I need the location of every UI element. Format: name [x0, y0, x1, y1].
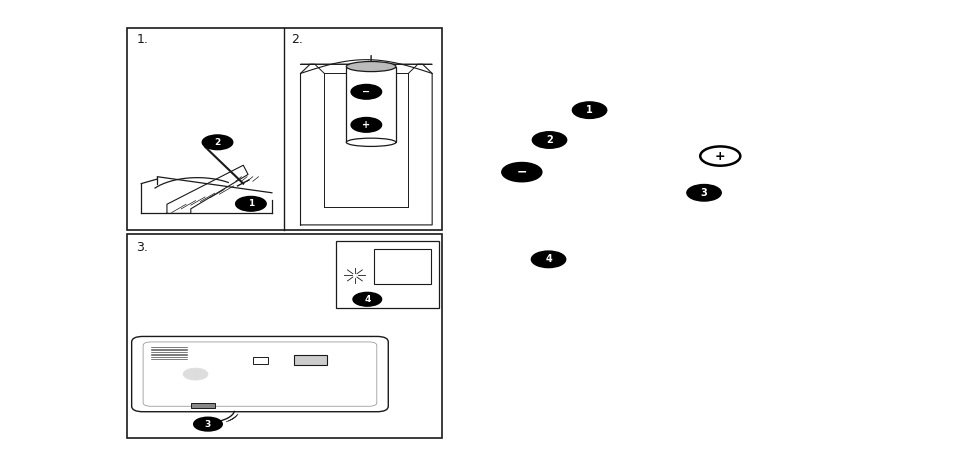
Circle shape	[572, 102, 606, 118]
Text: 2.: 2.	[291, 33, 302, 46]
Text: 4: 4	[544, 254, 552, 264]
Text: 2: 2	[545, 135, 553, 145]
Text: −: −	[362, 87, 370, 97]
Text: 1: 1	[585, 105, 593, 115]
Circle shape	[351, 84, 381, 99]
Circle shape	[232, 357, 241, 361]
Text: 2: 2	[214, 138, 220, 147]
Text: 1: 1	[248, 199, 253, 208]
Text: +: +	[362, 120, 370, 130]
Circle shape	[202, 135, 233, 150]
Bar	[253, 357, 268, 364]
Circle shape	[686, 185, 720, 201]
Circle shape	[183, 368, 208, 380]
Bar	[335, 241, 438, 308]
Bar	[191, 403, 214, 408]
Text: +: +	[364, 119, 377, 134]
Circle shape	[501, 162, 541, 182]
Circle shape	[165, 359, 226, 389]
Text: 1.: 1.	[136, 33, 148, 46]
Circle shape	[193, 417, 222, 431]
Circle shape	[532, 132, 566, 148]
Text: +: +	[714, 150, 725, 162]
Circle shape	[351, 118, 381, 132]
Text: 4: 4	[364, 295, 370, 304]
Text: −: −	[364, 85, 377, 103]
FancyBboxPatch shape	[143, 342, 376, 406]
Bar	[374, 249, 431, 284]
Circle shape	[353, 292, 381, 306]
FancyBboxPatch shape	[132, 336, 388, 412]
Text: 3: 3	[700, 188, 707, 198]
Ellipse shape	[346, 138, 395, 146]
Bar	[127, 28, 441, 230]
Text: 3.: 3.	[136, 241, 148, 254]
Bar	[127, 234, 441, 438]
Bar	[346, 67, 395, 142]
Circle shape	[347, 244, 358, 250]
Circle shape	[531, 251, 565, 268]
Ellipse shape	[346, 62, 395, 72]
Text: −: −	[516, 166, 527, 179]
Text: 3: 3	[205, 420, 211, 429]
Circle shape	[235, 196, 266, 211]
Bar	[294, 355, 327, 365]
Circle shape	[173, 364, 217, 385]
